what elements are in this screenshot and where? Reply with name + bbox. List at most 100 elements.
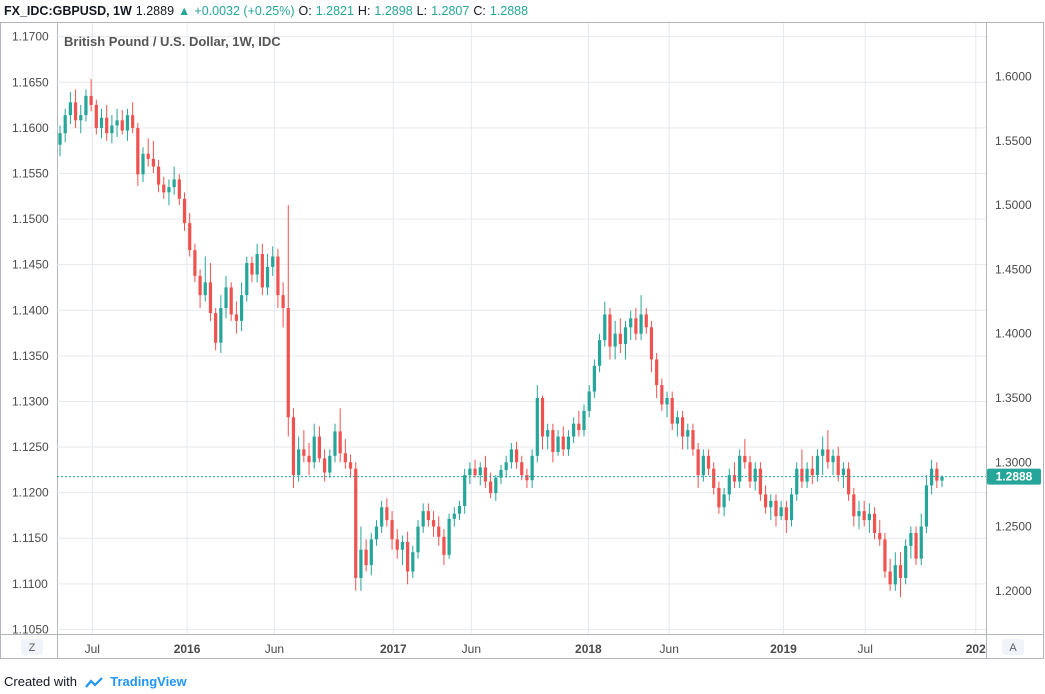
candle[interactable]: [551, 423, 555, 463]
candle[interactable]: [483, 455, 488, 488]
candle[interactable]: [457, 500, 462, 521]
candle[interactable]: [338, 408, 342, 463]
candle[interactable]: [763, 485, 768, 514]
candle[interactable]: [924, 475, 929, 533]
candle[interactable]: [390, 511, 394, 550]
candle[interactable]: [701, 449, 705, 482]
candle[interactable]: [556, 430, 560, 456]
candle[interactable]: [935, 462, 939, 488]
candle[interactable]: [354, 462, 358, 591]
candle[interactable]: [141, 147, 145, 183]
candle[interactable]: [608, 307, 612, 360]
candle[interactable]: [105, 104, 109, 141]
candle[interactable]: [878, 520, 882, 546]
candle[interactable]: [525, 468, 529, 488]
candle[interactable]: [618, 318, 622, 353]
candle[interactable]: [426, 503, 430, 527]
candle[interactable]: [239, 282, 244, 332]
candle[interactable]: [58, 125, 62, 157]
candle[interactable]: [281, 282, 285, 328]
candle[interactable]: [644, 307, 648, 334]
candle[interactable]: [473, 459, 477, 478]
candle[interactable]: [623, 320, 628, 360]
candle[interactable]: [540, 395, 545, 450]
candle[interactable]: [613, 320, 617, 360]
candle[interactable]: [561, 426, 565, 456]
candle[interactable]: [468, 462, 472, 485]
candle[interactable]: [841, 462, 846, 488]
candle[interactable]: [115, 108, 119, 138]
candle[interactable]: [151, 140, 155, 174]
candle[interactable]: [603, 301, 607, 347]
candle[interactable]: [182, 192, 187, 231]
candle[interactable]: [649, 320, 654, 373]
candle[interactable]: [260, 243, 264, 296]
candle[interactable]: [120, 110, 124, 135]
candle[interactable]: [89, 79, 93, 112]
candle[interactable]: [847, 462, 851, 501]
candle[interactable]: [286, 205, 290, 437]
candle[interactable]: [696, 442, 700, 488]
candle[interactable]: [146, 138, 150, 167]
candle[interactable]: [364, 539, 368, 572]
candle[interactable]: [193, 243, 197, 283]
candle[interactable]: [369, 532, 373, 576]
candle[interactable]: [416, 520, 420, 559]
candle[interactable]: [862, 500, 866, 527]
candle[interactable]: [893, 552, 897, 591]
candle[interactable]: [79, 104, 83, 134]
candle[interactable]: [655, 352, 659, 398]
candle[interactable]: [919, 513, 923, 566]
candle[interactable]: [940, 475, 944, 488]
candle[interactable]: [769, 494, 773, 521]
candle[interactable]: [758, 462, 763, 501]
candle[interactable]: [826, 430, 830, 469]
candle[interactable]: [359, 526, 363, 591]
candle[interactable]: [587, 385, 591, 418]
candle[interactable]: [68, 92, 72, 125]
candles[interactable]: [58, 79, 944, 598]
candle[interactable]: [852, 487, 856, 527]
candle[interactable]: [317, 426, 322, 463]
candle[interactable]: [245, 256, 249, 302]
candle[interactable]: [898, 552, 903, 598]
candle[interactable]: [514, 441, 519, 469]
candle[interactable]: [499, 464, 503, 485]
candle[interactable]: [219, 295, 223, 353]
candle[interactable]: [348, 454, 353, 478]
candle[interactable]: [743, 439, 747, 469]
auto-scale-right-button[interactable]: A: [1002, 639, 1024, 655]
candle[interactable]: [686, 423, 690, 450]
left-price-axis[interactable]: 1.1700 1.1650 1.1600 1.1550 1.1500 1.1450 1.14…: [12, 30, 49, 637]
candle[interactable]: [343, 439, 347, 469]
candle[interactable]: [784, 500, 788, 533]
candle[interactable]: [162, 176, 166, 199]
candle[interactable]: [224, 275, 228, 319]
candle[interactable]: [136, 122, 140, 186]
candle[interactable]: [872, 507, 877, 540]
candle[interactable]: [706, 449, 711, 476]
candle[interactable]: [333, 423, 337, 463]
candle[interactable]: [302, 430, 306, 463]
candle[interactable]: [208, 263, 213, 321]
candle[interactable]: [888, 558, 892, 591]
candle[interactable]: [374, 520, 379, 546]
candle[interactable]: [380, 500, 384, 533]
candle[interactable]: [478, 462, 482, 486]
candle[interactable]: [821, 436, 825, 476]
candle[interactable]: [546, 423, 550, 450]
candle[interactable]: [177, 174, 181, 206]
candle[interactable]: [675, 410, 680, 437]
candle[interactable]: [883, 532, 887, 578]
candle[interactable]: [857, 500, 861, 530]
candle[interactable]: [447, 513, 451, 559]
candle[interactable]: [572, 417, 576, 443]
candle[interactable]: [831, 449, 835, 476]
candle[interactable]: [712, 462, 716, 495]
candle[interactable]: [660, 378, 664, 411]
price-chart[interactable]: 1.1700 1.1650 1.1600 1.1550 1.1500 1.1450 1.14…: [0, 22, 1045, 672]
candle[interactable]: [789, 487, 794, 527]
candle[interactable]: [722, 487, 726, 517]
candle[interactable]: [198, 269, 202, 308]
candle[interactable]: [717, 481, 721, 514]
